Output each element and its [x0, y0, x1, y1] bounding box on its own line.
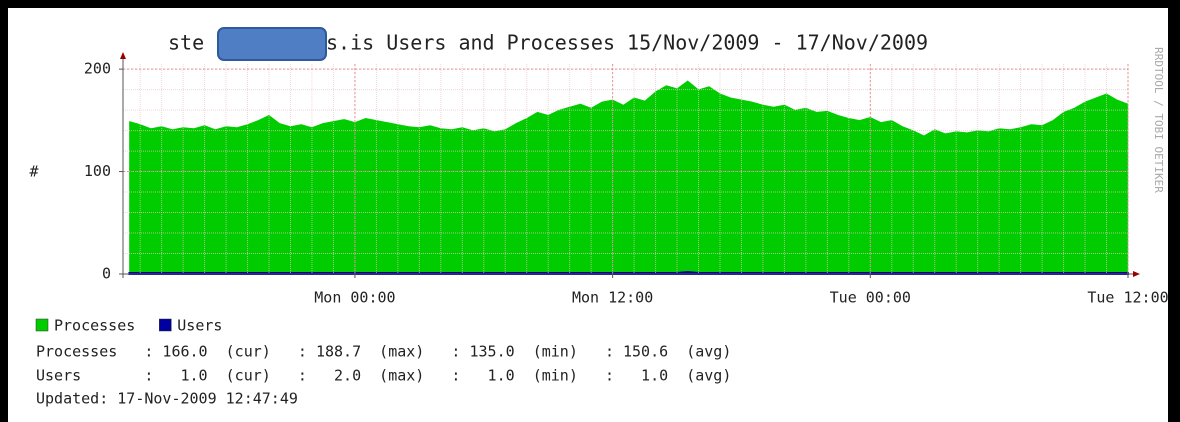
x-tick-label: Mon 00:00 [314, 289, 395, 307]
side-text: RRDTOOL / TOBI OETIKER [1152, 47, 1165, 193]
legend-label: Processes [54, 317, 135, 335]
y-arrow [120, 52, 126, 59]
chart-title-end: s.is Users and Processes 15/Nov/2009 - 1… [326, 31, 928, 55]
y-tick-label: 0 [102, 265, 111, 283]
y-axis-label: # [29, 163, 38, 181]
y-tick-label: 100 [84, 162, 111, 180]
updated: Updated: 17-Nov-2009 12:47:49 [36, 390, 298, 408]
x-tick-label: Mon 12:00 [572, 289, 653, 307]
y-tick-label: 200 [84, 60, 111, 78]
legend-label: Users [177, 317, 222, 335]
x-arrow [1133, 271, 1140, 277]
stats-line: Processes : 166.0 (cur) : 188.7 (max) : … [36, 343, 731, 361]
stats-line: Users : 1.0 (cur) : 2.0 (max) : 1.0 (min… [36, 367, 731, 385]
x-tick-label: Tue 12:00 [1087, 289, 1168, 307]
legend-swatch [35, 318, 49, 332]
chart-title-start: ste [168, 31, 204, 55]
x-tick-label: Tue 00:00 [830, 289, 911, 307]
redaction [217, 27, 327, 61]
legend-swatch [159, 318, 172, 332]
